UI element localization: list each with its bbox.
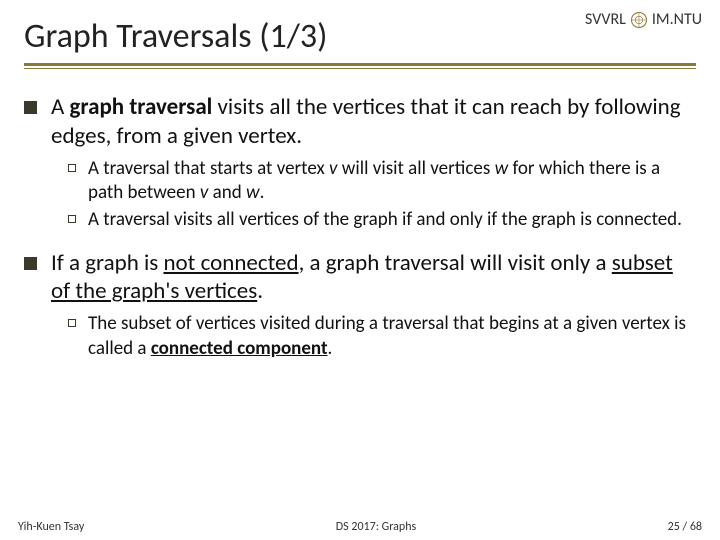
header-org: SVVRL IM.NTU <box>585 10 702 29</box>
footer-course: DS 2017: Graphs <box>336 520 416 534</box>
bullet-text: If a graph is not connected, a graph tra… <box>51 249 696 307</box>
slide-content: A graph traversal visits all the vertice… <box>0 75 720 361</box>
sub-bullet-group: The subset of vertices visited during a … <box>68 312 696 361</box>
text-span: A <box>51 93 70 121</box>
text-span: If a graph is <box>51 249 163 277</box>
sub-bullet-text: A traversal visits all vertices of the g… <box>88 208 682 233</box>
hollow-square-icon <box>68 215 76 223</box>
sub-bullet-1: A traversal that starts at vertex v will… <box>68 157 696 206</box>
slide-header: SVVRL IM.NTU Graph Traversals (1/3) <box>0 0 720 75</box>
slide-footer: Yih-Kuen Tsay DS 2017: Graphs 25 / 68 <box>0 520 720 534</box>
text-span: . <box>257 277 263 305</box>
hollow-square-icon <box>68 319 76 327</box>
text-italic: w <box>495 157 509 180</box>
text-italic: w <box>246 181 260 204</box>
sub-bullet-group: A traversal that starts at vertex v will… <box>68 157 696 233</box>
text-span: , a graph traversal will visit only a <box>299 249 612 277</box>
sub-bullet-text: The subset of vertices visited during a … <box>88 312 696 361</box>
title-underline <box>24 63 696 66</box>
bullet-text: A graph traversal visits all the vertice… <box>51 93 696 151</box>
text-underline-bold: connected component <box>151 337 328 360</box>
square-bullet-icon <box>24 257 37 270</box>
text-bold: graph traversal <box>70 93 213 121</box>
org-left: SVVRL <box>585 10 626 29</box>
text-span: will visit all vertices <box>338 157 495 180</box>
bullet-point-1: A graph traversal visits all the vertice… <box>24 93 696 151</box>
org-right: IM.NTU <box>652 10 702 29</box>
text-span: A traversal that starts at vertex <box>88 157 329 180</box>
sub-bullet-2: A traversal visits all vertices of the g… <box>68 208 696 233</box>
sub-bullet-text: A traversal that starts at vertex v will… <box>88 157 696 206</box>
text-span: . <box>328 337 333 360</box>
footer-author: Yih-Kuen Tsay <box>18 520 84 534</box>
sub-bullet-3: The subset of vertices visited during a … <box>68 312 696 361</box>
text-span: and <box>208 181 246 204</box>
text-italic: v <box>329 157 337 180</box>
bullet-point-2: If a graph is not connected, a graph tra… <box>24 249 696 307</box>
title-underline-thin <box>24 68 696 69</box>
square-bullet-icon <box>24 101 37 114</box>
text-underline: not connected <box>163 249 298 277</box>
text-span: . <box>260 181 265 204</box>
footer-page: 25 / 68 <box>668 520 702 534</box>
logo-icon <box>630 11 648 29</box>
hollow-square-icon <box>68 164 76 172</box>
